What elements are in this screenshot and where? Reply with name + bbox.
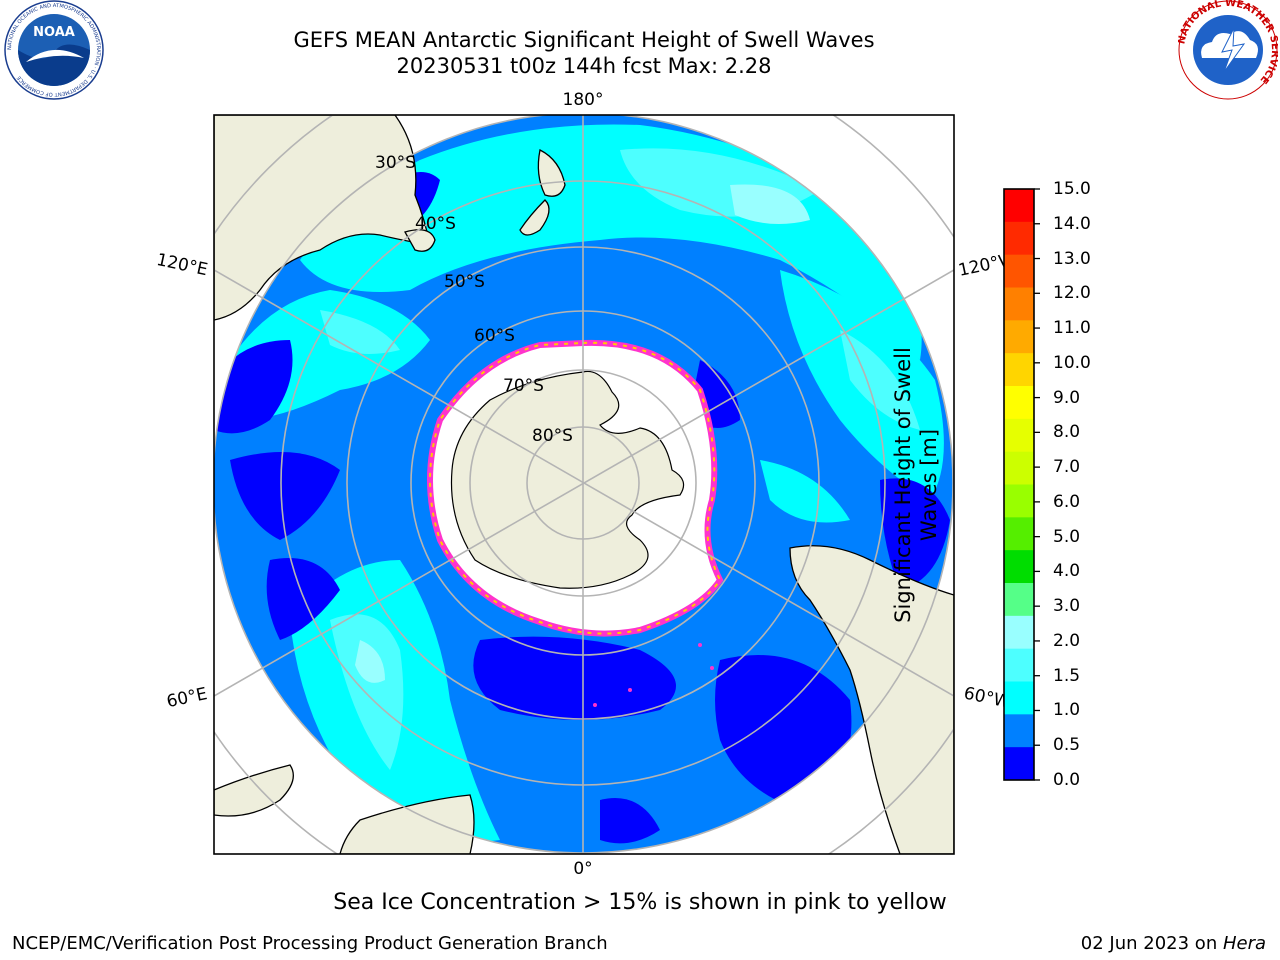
colorbar-tick-label: 1.0 — [1053, 700, 1081, 721]
south-america-land — [789, 545, 954, 854]
noaa-logo: NOAA NATIONAL OCEANIC AND ATMOSPHERIC AD… — [4, 0, 104, 100]
colorbar-band — [1004, 615, 1034, 650]
colorbar-band — [1004, 353, 1034, 387]
colorbar-label: Significant Height of Swell Waves [m] — [890, 275, 942, 695]
colorbar-band — [1004, 287, 1034, 321]
lat-label-30s: 30°S — [375, 153, 416, 173]
colorbar-tick-label: 15.0 — [1053, 179, 1091, 199]
colorbar-band — [1004, 714, 1034, 748]
colorbar — [1003, 188, 1040, 781]
colorbar-band — [1004, 386, 1034, 420]
colorbar-frame — [1003, 188, 1035, 781]
antarctica-land — [450, 370, 685, 589]
colorbar-tick-label: 13.0 — [1053, 248, 1091, 269]
sea-ice-caption: Sea Ice Concentration > 15% is shown in … — [333, 890, 947, 915]
colorbar-band — [1004, 681, 1034, 715]
colorbar-band — [1004, 254, 1034, 288]
new-zealand-land — [537, 149, 566, 197]
colorbar-band — [1004, 221, 1034, 256]
continents — [214, 115, 954, 854]
africa-land — [339, 794, 475, 854]
colorbar-tick-label: 11.0 — [1053, 318, 1091, 339]
colorbar-tick-label: 7.0 — [1053, 457, 1081, 478]
colorbar-tick-label: 1.5 — [1053, 665, 1081, 686]
colorbar-tick-label: 6.0 — [1053, 491, 1081, 512]
footer-date-text: 02 Jun 2023 on — [1080, 933, 1223, 954]
colorbar-band — [1004, 484, 1034, 518]
colorbar-tick-label: 5.0 — [1053, 526, 1081, 547]
map-subtitle: 20230531 t00z 144h fcst Max: 2.28 — [396, 54, 772, 78]
map-frame — [213, 114, 955, 855]
lat-label-70s: 70°S — [503, 376, 544, 396]
colorbar-band — [1004, 451, 1034, 485]
lat-label-50s: 50°S — [444, 272, 485, 292]
colorbar-band — [1004, 648, 1034, 682]
colorbar-tick-label: 0.5 — [1053, 735, 1081, 756]
footer-date: 02 Jun 2023 on Hera — [1081, 933, 1266, 954]
colorbar-tick-label: 2.0 — [1053, 630, 1081, 651]
colorbar-band — [1004, 418, 1034, 453]
colorbar-tick-label: 0.0 — [1053, 770, 1081, 790]
colorbar-tick-label: 10.0 — [1053, 352, 1091, 373]
graticule — [214, 115, 954, 854]
lon-label-180: 180° — [563, 90, 604, 110]
footer-host: Hera — [1222, 933, 1266, 954]
colorbar-label-line1: Significant Height of Swell — [891, 347, 915, 623]
lon-label-60e: 60°E — [165, 684, 209, 712]
colorbar-band — [1004, 320, 1034, 354]
lon-label-0: 0° — [573, 859, 592, 879]
footer-branch: NCEP/EMC/Verification Post Processing Pr… — [12, 933, 608, 954]
colorbar-label-line2: Waves [m] — [917, 428, 941, 542]
lon-label-120e: 120°E — [155, 250, 210, 280]
colorbar-band — [1004, 583, 1034, 617]
lat-label-80s: 80°S — [532, 426, 573, 446]
colorbar-tick-label: 4.0 — [1053, 561, 1081, 582]
australia-land — [214, 115, 431, 321]
lat-label-60s: 60°S — [474, 326, 515, 346]
colorbar-tick-label: 12.0 — [1053, 283, 1091, 304]
colorbar-band — [1004, 550, 1034, 584]
colorbar-tick-label: 9.0 — [1053, 387, 1081, 408]
map-title: GEFS MEAN Antarctic Significant Height o… — [293, 28, 875, 52]
colorbar-tick-label: 3.0 — [1053, 596, 1081, 617]
colorbar-tick-label: 8.0 — [1053, 422, 1081, 443]
lat-label-40s: 40°S — [415, 214, 456, 234]
colorbar-band — [1004, 517, 1034, 551]
nws-logo: NATIONAL WEATHER SERVICE — [1178, 0, 1278, 100]
colorbar-band — [1004, 747, 1034, 781]
noaa-logo-text: NOAA — [33, 25, 75, 40]
colorbar-tick-label: 14.0 — [1053, 213, 1091, 234]
meridian-60e-120w — [214, 269, 954, 697]
colorbar-band — [1004, 189, 1034, 223]
